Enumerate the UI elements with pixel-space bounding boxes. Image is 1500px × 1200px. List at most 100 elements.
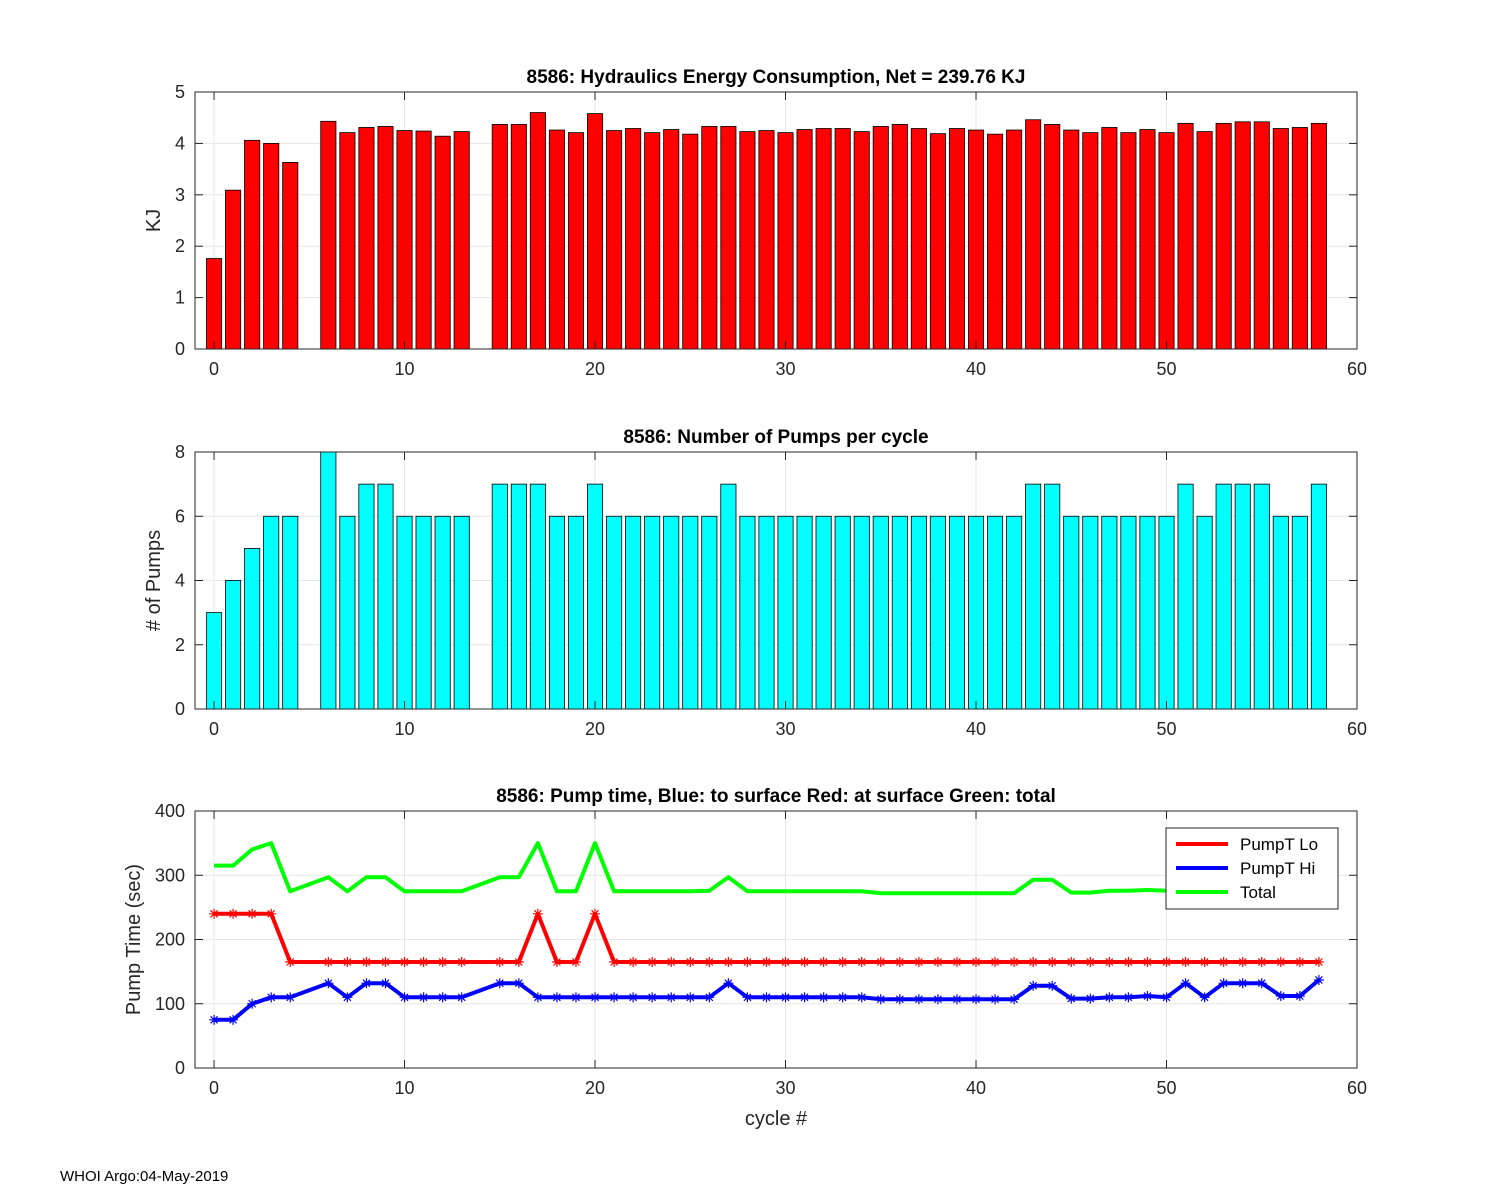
- series-marker: [1009, 956, 1020, 967]
- series-marker: [818, 992, 829, 1003]
- series-line: [214, 841, 1321, 896]
- bar: [434, 135, 451, 350]
- series-marker: [1028, 956, 1039, 967]
- series-marker: [704, 992, 715, 1003]
- chart-panel-3: 0 10 20 30 40 50 60 0 100 200 300 400 8586: Pump tim…: [123, 786, 1367, 1130]
- series-marker: [285, 992, 296, 1003]
- tick-label-y: 3: [175, 185, 185, 205]
- tick-label-x: 0: [209, 719, 219, 739]
- series-marker: [761, 992, 772, 1003]
- bar: [910, 128, 927, 350]
- tick-label-y: 0: [175, 339, 185, 359]
- bar: [1253, 121, 1270, 350]
- bar: [358, 127, 375, 350]
- series-marker: [1237, 956, 1248, 967]
- chart-panel-1: 0 10 20 30 40 50 60 0 1 2 3 4 5 8586: Hydraulics Ener…: [143, 67, 1367, 379]
- bar: [1082, 132, 1099, 350]
- series-marker: [1047, 956, 1058, 967]
- bar: [453, 515, 470, 710]
- bar: [1139, 515, 1156, 710]
- series-marker: [1066, 956, 1077, 967]
- bar: [1063, 515, 1080, 710]
- series-marker: [1123, 956, 1134, 967]
- series-marker: [380, 956, 391, 967]
- bar: [1044, 123, 1061, 350]
- series-marker: [818, 956, 829, 967]
- series-marker: [856, 956, 867, 967]
- bar: [1063, 129, 1080, 350]
- tick-label-x: 30: [776, 359, 796, 379]
- bar: [1234, 121, 1251, 350]
- tick-label-x: 30: [776, 719, 796, 739]
- y-axis-label: # of Pumps: [143, 530, 165, 631]
- tick-label-y: 4: [175, 133, 185, 153]
- bar: [548, 515, 565, 710]
- legend-label: PumpT Lo: [1240, 835, 1318, 854]
- bar: [1177, 122, 1194, 350]
- series-marker: [1180, 956, 1191, 967]
- series-marker: [1199, 956, 1210, 967]
- tick-label-x: 60: [1347, 719, 1367, 739]
- bar: [834, 128, 851, 350]
- series-marker: [742, 992, 753, 1003]
- bar: [853, 131, 870, 350]
- bar: [377, 126, 394, 350]
- series-marker: [1256, 978, 1267, 989]
- series-marker: [875, 994, 886, 1005]
- bar: [701, 515, 718, 710]
- series-marker: [837, 992, 848, 1003]
- tick-label-y: 100: [155, 994, 185, 1014]
- bar: [987, 133, 1004, 350]
- series-marker: [1275, 956, 1286, 967]
- bar: [415, 515, 432, 710]
- series-marker: [1142, 956, 1153, 967]
- bar: [1006, 129, 1023, 350]
- bar: [644, 132, 661, 350]
- bar: [1310, 483, 1327, 710]
- bar: [1044, 483, 1061, 710]
- y-axis-label: KJ: [143, 209, 165, 232]
- bar: [587, 483, 604, 710]
- bar: [263, 515, 280, 710]
- tick-label-y: 0: [175, 1058, 185, 1078]
- tick-label-y: 1: [175, 288, 185, 308]
- bar: [815, 515, 832, 710]
- series-marker: [723, 978, 734, 989]
- series-marker: [418, 956, 429, 967]
- tick-label-x: 40: [966, 719, 986, 739]
- bar: [663, 515, 680, 710]
- series-marker: [894, 956, 905, 967]
- series-marker: [209, 908, 220, 919]
- series-marker: [247, 908, 258, 919]
- bar: [739, 131, 756, 350]
- bar: [548, 129, 565, 350]
- bar: [625, 128, 642, 350]
- chart-panel-2: 0 10 20 30 40 50 60 0 2 4 6 8 8586: Number of Pumps …: [143, 427, 1367, 739]
- tick-label-x: 60: [1347, 359, 1367, 379]
- series-marker: [551, 992, 562, 1003]
- bar: [1291, 127, 1308, 350]
- bar: [815, 128, 832, 350]
- series-marker: [609, 992, 620, 1003]
- series-marker: [399, 992, 410, 1003]
- series-marker: [266, 908, 277, 919]
- bar: [206, 612, 223, 710]
- series-marker: [951, 956, 962, 967]
- bar: [758, 130, 775, 350]
- bar: [339, 515, 356, 710]
- bar: [606, 130, 623, 350]
- bar: [453, 131, 470, 350]
- bar: [1196, 131, 1213, 350]
- bar: [339, 132, 356, 350]
- bar: [377, 483, 394, 710]
- chart-title: 8586: Hydraulics Energy Consumption, Net…: [527, 67, 1026, 88]
- bar: [891, 515, 908, 710]
- bar: [567, 515, 585, 710]
- series-marker: [1313, 974, 1324, 985]
- series-marker: [1275, 991, 1286, 1002]
- series-marker: [647, 956, 658, 967]
- bar: [396, 515, 413, 710]
- bar: [206, 258, 223, 350]
- series-marker: [418, 992, 429, 1003]
- bar: [244, 547, 261, 710]
